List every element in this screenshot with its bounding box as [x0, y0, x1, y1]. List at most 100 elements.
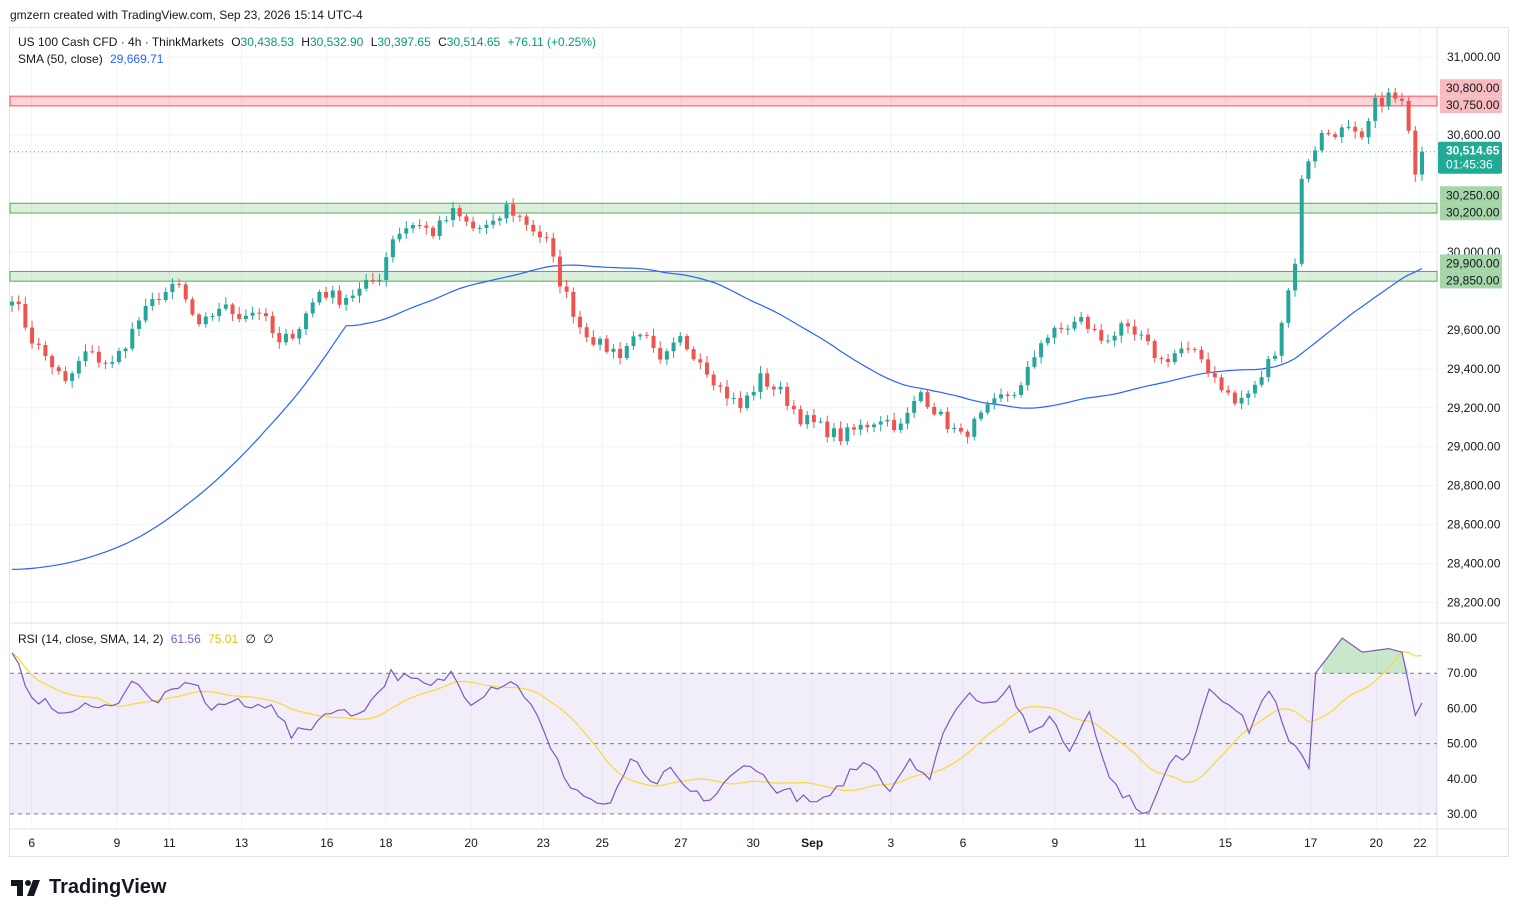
- candle: [905, 407, 910, 430]
- candle: [430, 225, 435, 239]
- rsi-tick-label: 60.00: [1447, 701, 1477, 715]
- resistance-zone: [9, 95, 1438, 107]
- candle: [50, 353, 55, 375]
- price-tick-label: 28,200.00: [1447, 596, 1501, 610]
- candle-body: [1192, 348, 1197, 350]
- candle-body: [932, 406, 937, 415]
- candle: [978, 409, 983, 422]
- candle: [1045, 334, 1050, 346]
- candle-body: [290, 333, 295, 339]
- low-label: L: [370, 35, 378, 49]
- candle-body: [210, 316, 215, 318]
- candle-body: [624, 346, 629, 359]
- rsi-tick-label: 40.00: [1447, 772, 1477, 786]
- candle-body: [878, 421, 883, 425]
- candle-body: [925, 392, 930, 407]
- candle: [217, 302, 222, 322]
- candle-body: [263, 313, 268, 317]
- candle-body: [1206, 359, 1211, 374]
- candle-body: [1119, 323, 1124, 336]
- candle-body: [838, 428, 843, 442]
- candle: [1406, 97, 1411, 134]
- candle: [1212, 365, 1217, 383]
- candle-body: [370, 279, 375, 281]
- candle: [544, 232, 549, 243]
- candle-body: [992, 398, 997, 405]
- candle-body: [1045, 337, 1050, 344]
- candle: [878, 416, 883, 432]
- symbol-label[interactable]: US 100 Cash CFD · 4h · ThinkMarkets: [18, 35, 224, 49]
- time-tick-label: 9: [1051, 836, 1058, 850]
- close-label: C: [438, 35, 447, 49]
- candle-body: [631, 336, 636, 347]
- candle: [451, 201, 456, 227]
- candle-body: [965, 431, 970, 437]
- candle: [885, 415, 890, 427]
- rsi-line: [11, 637, 1423, 815]
- time-tick-label: 16: [320, 836, 334, 850]
- candle: [1272, 351, 1277, 362]
- rsi-ma-line: [11, 650, 1423, 792]
- candle-body: [684, 336, 689, 350]
- candle-body: [324, 291, 329, 298]
- candle: [357, 282, 362, 304]
- candle: [1132, 319, 1137, 341]
- candle-body: [471, 221, 476, 229]
- candle: [337, 285, 342, 309]
- sma-legend[interactable]: SMA (50, close) 29,669.71: [18, 52, 163, 66]
- candle-body: [731, 397, 736, 399]
- candle-body: [297, 329, 302, 339]
- candle-body: [96, 351, 101, 363]
- candle-body: [872, 424, 877, 428]
- candle-body: [1146, 334, 1151, 342]
- candle: [96, 345, 101, 368]
- candle-body: [1279, 322, 1284, 356]
- candle-body: [170, 283, 175, 293]
- candle-body: [116, 351, 121, 363]
- candle: [410, 222, 415, 233]
- candle-body: [70, 373, 75, 381]
- candle-body: [477, 227, 482, 229]
- candle-body: [384, 257, 389, 280]
- candle-body: [1025, 366, 1030, 386]
- candle-body: [1052, 327, 1057, 338]
- candle: [1219, 373, 1224, 393]
- candle-body: [858, 424, 863, 430]
- candle-body: [1379, 97, 1384, 107]
- candle: [725, 379, 730, 406]
- candle: [76, 356, 81, 379]
- candle: [143, 298, 148, 324]
- candle: [1085, 314, 1090, 334]
- candle: [1373, 93, 1378, 129]
- candle-body: [798, 409, 803, 425]
- candle: [30, 320, 35, 349]
- candle-body: [203, 316, 208, 325]
- candle: [551, 232, 556, 263]
- price-tick-label: 30,600.00: [1447, 128, 1501, 142]
- candle-body: [504, 204, 509, 219]
- candle: [564, 279, 569, 299]
- time-tick-label: 30: [746, 836, 760, 850]
- rsi-extra-1: ∅: [245, 632, 256, 646]
- candle-body: [1319, 132, 1324, 151]
- candle-body: [217, 308, 222, 317]
- candle: [36, 337, 41, 350]
- rsi-legend[interactable]: RSI (14, close, SMA, 14, 2) 61.56 75.01 …: [18, 632, 274, 646]
- candle-body: [123, 348, 128, 352]
- candle: [1186, 341, 1191, 354]
- zone-price-label: 29,850.00: [1446, 273, 1500, 287]
- last-price-label: 30,514.65: [1446, 144, 1500, 158]
- candle: [283, 328, 288, 346]
- candle-body: [1326, 132, 1331, 135]
- time-tick-label: Sep: [801, 836, 823, 850]
- tradingview-logo[interactable]: TradingView: [11, 876, 166, 899]
- candle: [484, 220, 489, 235]
- candle-body: [738, 397, 743, 408]
- candle-body: [270, 316, 275, 333]
- candle-body: [898, 423, 903, 431]
- candle-body: [1112, 335, 1117, 341]
- candle-body: [457, 208, 462, 217]
- candle-body: [1226, 390, 1231, 393]
- sma-label: SMA (50, close): [18, 52, 103, 66]
